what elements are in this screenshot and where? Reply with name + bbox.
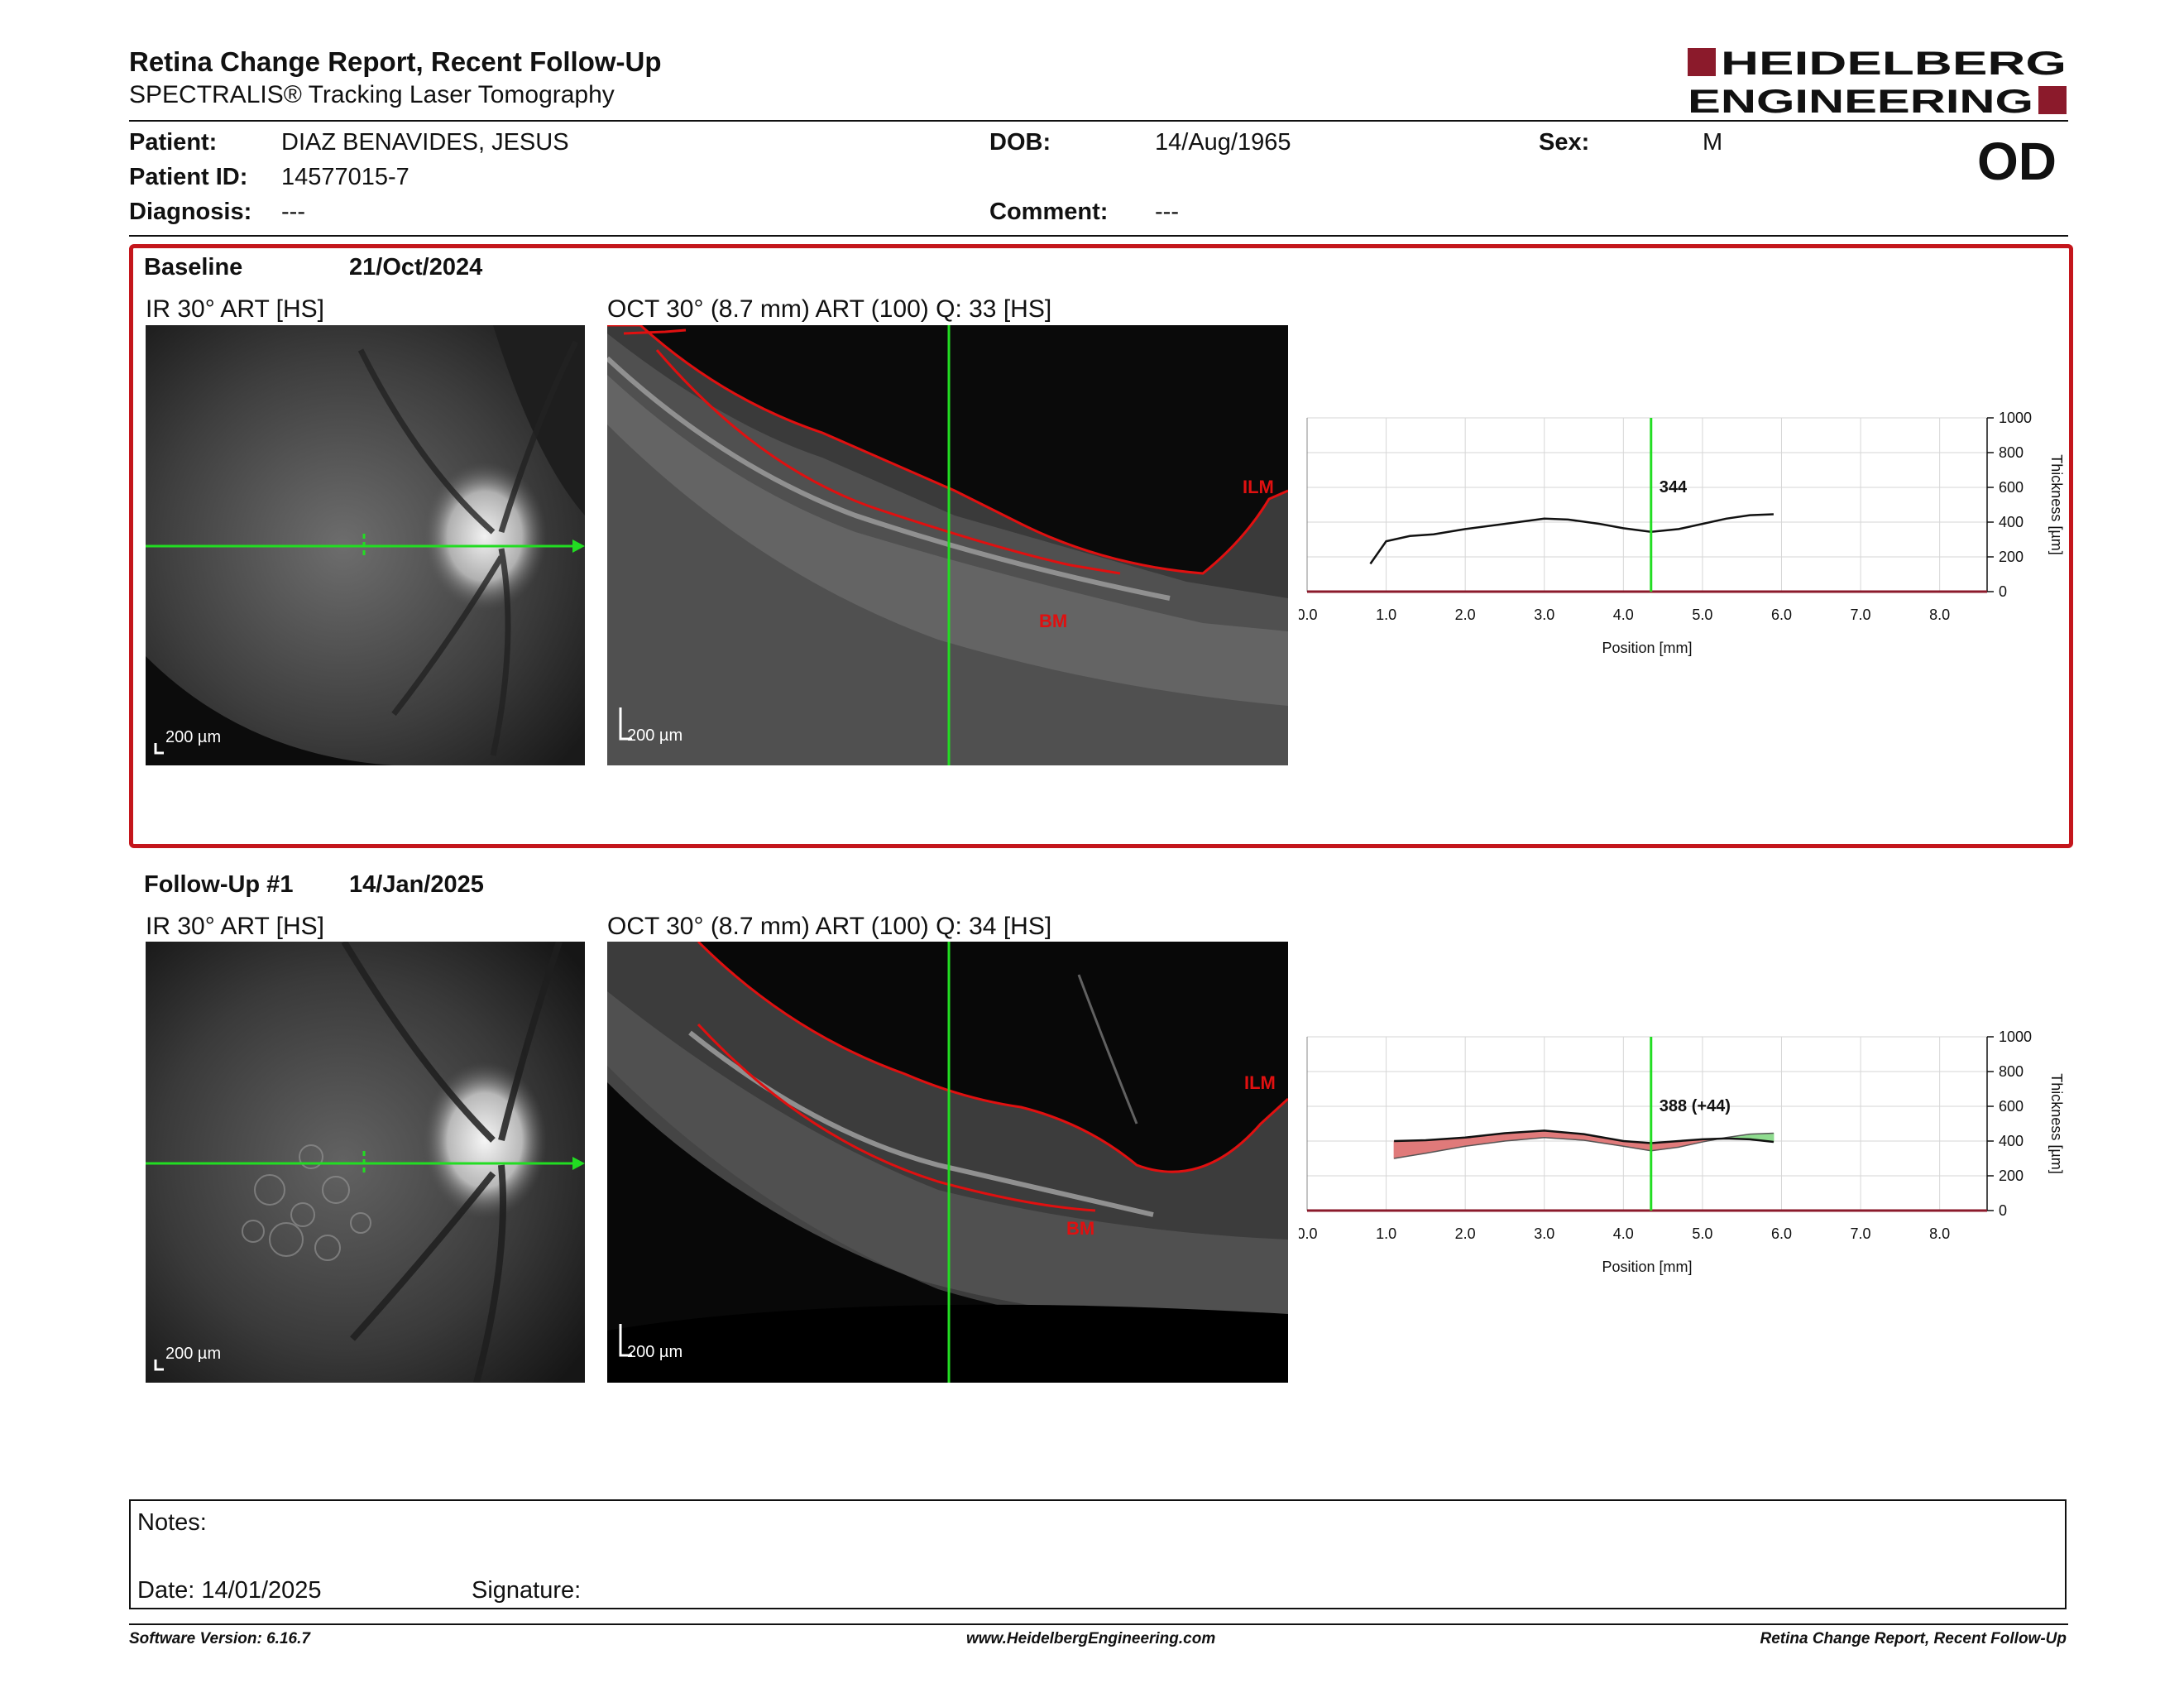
baseline-ir-scale: 200 µm	[165, 728, 222, 746]
x-tick-label: 4.0	[1613, 1225, 1634, 1242]
x-tick-label: 2.0	[1455, 607, 1476, 623]
x-tick-label: 1.0	[1376, 1225, 1396, 1242]
footer-report-name: Retina Change Report, Recent Follow-Up	[1760, 1630, 2067, 1647]
followup-date: 14/Jan/2025	[349, 871, 484, 898]
y-tick-label: 1000	[1999, 1029, 2032, 1045]
baseline-label: Baseline	[144, 254, 243, 281]
baseline-ir-image: 200 µm	[146, 325, 585, 765]
followup-ir-label: IR 30° ART [HS]	[146, 913, 324, 940]
signature-label: Signature:	[472, 1577, 582, 1604]
marker-value-label: 388 (+44)	[1660, 1097, 1731, 1115]
x-tick-label: 6.0	[1771, 1225, 1792, 1242]
y-tick-label: 200	[1999, 1168, 2024, 1184]
logo-square-top	[1688, 48, 1716, 76]
heidelberg-logo: HEIDELBERG ENGINEERING	[1688, 46, 2068, 120]
y-axis-label: Thickness [µm]	[2048, 454, 2065, 554]
report-subtitle: SPECTRALIS® Tracking Laser Tomography	[129, 81, 615, 108]
patient-label: Patient:	[129, 129, 218, 156]
sex-value: M	[1703, 129, 1723, 156]
followup-oct-image: ILM BM 200 µm	[607, 942, 1288, 1383]
followup-thickness-chart: 0.0 1.0 2.0 3.0 4.0 5.0 6.0 7.0 8.0 0 200 400 600 800…	[1299, 1029, 2093, 1293]
thickness-line	[1369, 513, 1774, 565]
baseline-panel	[129, 244, 2073, 848]
x-tick-label: 4.0	[1613, 607, 1634, 623]
patient-id-value: 14577015-7	[281, 164, 410, 190]
patient-divider	[129, 235, 2068, 237]
header-divider	[129, 120, 2068, 122]
dob-label: DOB:	[989, 129, 1051, 156]
marker-value-label: 344	[1660, 478, 1688, 496]
diagnosis-label: Diagnosis:	[129, 199, 252, 225]
comment-label: Comment:	[989, 199, 1109, 225]
followup-ir-scale: 200 µm	[165, 1345, 222, 1363]
baseline-ilm-label: ILM	[1243, 477, 1274, 497]
x-tick-label: 8.0	[1929, 1225, 1950, 1242]
x-axis-label: Position [mm]	[1602, 1259, 1692, 1275]
thickness-line	[1394, 1129, 1774, 1144]
diagnosis-value: ---	[281, 199, 305, 225]
logo-text-1: HEIDELBERG	[1721, 46, 2067, 82]
footer-divider	[129, 1623, 2068, 1625]
followup-oct-scale: 200 µm	[627, 1343, 683, 1361]
software-version: Software Version: 6.16.7	[129, 1630, 310, 1647]
y-tick-label: 1000	[1999, 410, 2032, 426]
baseline-bm-label: BM	[1039, 611, 1068, 631]
y-tick-label: 400	[1999, 514, 2024, 530]
report-title: Retina Change Report, Recent Follow-Up	[129, 46, 662, 77]
x-tick-label: 7.0	[1851, 1225, 1871, 1242]
x-tick-label: 3.0	[1534, 607, 1554, 623]
y-tick-label: 600	[1999, 1098, 2024, 1115]
y-axis-label: Thickness [µm]	[2048, 1073, 2065, 1173]
sex-label: Sex:	[1539, 129, 1590, 156]
x-tick-label: 5.0	[1692, 607, 1712, 623]
x-tick-label: 2.0	[1455, 1225, 1476, 1242]
patient-id-label: Patient ID:	[129, 164, 248, 190]
y-tick-label: 600	[1999, 479, 2024, 496]
x-tick-label: 8.0	[1929, 607, 1950, 623]
x-tick-label: 3.0	[1534, 1225, 1554, 1242]
y-tick-label: 0	[1999, 1202, 2007, 1219]
logo-square-bottom	[2038, 86, 2067, 114]
baseline-oct-image: ILM BM 200 µm	[607, 325, 1288, 765]
x-tick-label: 5.0	[1692, 1225, 1712, 1242]
patient-name: DIAZ BENAVIDES, JESUS	[281, 129, 569, 156]
baseline-oct-scale: 200 µm	[627, 727, 683, 745]
x-tick-label: 1.0	[1376, 607, 1396, 623]
baseline-thickness-chart: 0.0 1.0 2.0 3.0 4.0 5.0 6.0 7.0 8.0 0 200 400 600 800…	[1299, 410, 2093, 674]
date-label: Date: 14/01/2025	[137, 1577, 322, 1604]
baseline-date: 21/Oct/2024	[349, 254, 483, 281]
eye-indicator: OD	[1977, 132, 2057, 191]
baseline-ir-label: IR 30° ART [HS]	[146, 295, 324, 323]
comment-value: ---	[1155, 199, 1179, 225]
chart-svg: 0.0 1.0 2.0 3.0 4.0 5.0 6.0 7.0 8.0 0 200 400 600 800…	[1299, 410, 2065, 656]
x-tick-label: 0.0	[1299, 607, 1318, 623]
followup-bm-label: BM	[1066, 1218, 1095, 1239]
followup-ir-image: 200 µm	[146, 942, 585, 1383]
y-tick-label: 800	[1999, 1063, 2024, 1080]
followup-label: Follow-Up #1	[144, 871, 294, 898]
followup-ilm-label: ILM	[1244, 1072, 1276, 1093]
x-tick-label: 6.0	[1771, 607, 1792, 623]
dob-value: 14/Aug/1965	[1155, 129, 1291, 156]
y-tick-label: 200	[1999, 549, 2024, 565]
notes-box: Notes: Date: 14/01/2025 Signature:	[129, 1499, 2067, 1609]
notes-label: Notes:	[137, 1509, 207, 1536]
chart-svg: 0.0 1.0 2.0 3.0 4.0 5.0 6.0 7.0 8.0 0 200 400 600 800…	[1299, 1029, 2065, 1275]
followup-oct-label: OCT 30° (8.7 mm) ART (100) Q: 34 [HS]	[607, 913, 1052, 940]
x-tick-label: 7.0	[1851, 607, 1871, 623]
baseline-oct-label: OCT 30° (8.7 mm) ART (100) Q: 33 [HS]	[607, 295, 1052, 323]
x-tick-label: 0.0	[1299, 1225, 1318, 1242]
y-tick-label: 400	[1999, 1133, 2024, 1149]
website-link[interactable]: www.HeidelbergEngineering.com	[966, 1630, 1216, 1647]
y-tick-label: 0	[1999, 583, 2007, 600]
x-axis-label: Position [mm]	[1602, 640, 1692, 656]
logo-text-2: ENGINEERING	[1688, 84, 2033, 117]
y-tick-label: 800	[1999, 444, 2024, 461]
